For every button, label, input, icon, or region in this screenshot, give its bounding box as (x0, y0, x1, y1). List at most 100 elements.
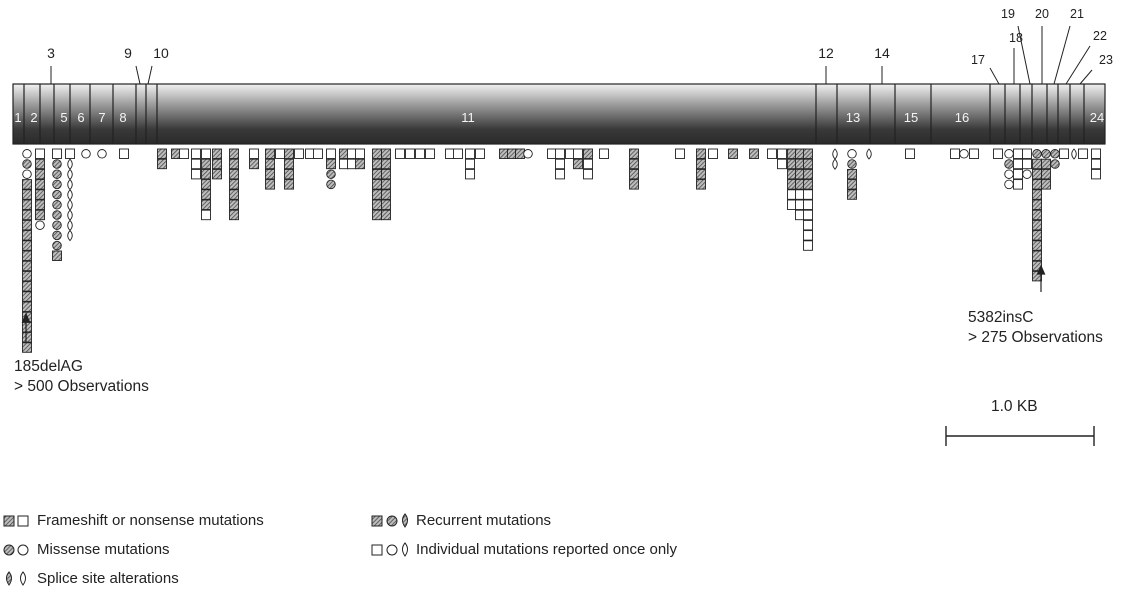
single-splice-mark (67, 189, 73, 201)
exon-label-top: 22 (1093, 29, 1107, 43)
single-frameshift-mark (555, 168, 565, 180)
single-frameshift-mark (583, 168, 593, 180)
exon-label-inside: 7 (98, 110, 105, 125)
single-frameshift-mark (191, 158, 201, 170)
recurrent-frameshift-mark (515, 148, 525, 159)
recurrent-frameshift-mark (35, 199, 45, 210)
recurrent-frameshift-mark (372, 199, 382, 210)
exon-label-inside: 1 (14, 110, 21, 125)
recurrent-frameshift-mark (201, 199, 211, 210)
arrow-185delag (21, 312, 31, 342)
recurrent-frameshift-mark (22, 250, 32, 261)
recurrent-frameshift-mark (696, 168, 706, 180)
single-frameshift-mark (65, 148, 75, 159)
recurrent-frameshift-mark (381, 148, 391, 159)
gene-bar (12, 83, 1106, 145)
exon-label-top: 17 (971, 53, 985, 67)
single-frameshift-mark (249, 148, 259, 159)
recurrent-frameshift-mark (229, 199, 239, 210)
recurrent-frameshift-mark (372, 209, 382, 221)
recurrent-frameshift-mark (1032, 250, 1042, 261)
recurrent-frameshift-mark (696, 179, 706, 190)
single-missense-mark (1004, 169, 1014, 179)
annotation-5382insc-name: 5382insC (968, 309, 1034, 326)
exon-label-inside: 5 (60, 110, 67, 125)
recurrent-missense-mark (52, 210, 62, 220)
recurrent-frameshift-mark (372, 179, 382, 190)
recurrent-frameshift-mark (265, 168, 275, 180)
recurrent-frameshift-mark (355, 158, 365, 170)
recurrent-missense-mark (52, 159, 62, 169)
legend-recurrent-label: Recurrent mutations (416, 512, 552, 529)
single-frameshift-mark (1022, 158, 1032, 170)
recurrent-frameshift-mark (22, 230, 32, 241)
single-splice-mark (1071, 148, 1077, 160)
exon-leader-line (135, 65, 141, 85)
exon-label-inside: 24 (1090, 110, 1104, 125)
single-missense-mark (35, 220, 45, 230)
exon-label-top: 20 (1035, 7, 1049, 21)
single-frameshift-mark (969, 148, 979, 159)
legend-symbols (3, 513, 408, 586)
single-frameshift-mark (803, 199, 813, 210)
recurrent-frameshift-mark (573, 158, 583, 170)
arrow-5382insc (1036, 264, 1046, 292)
scale-bar (945, 426, 1095, 446)
single-frameshift-mark (708, 148, 718, 159)
recurrent-frameshift-mark (284, 179, 294, 190)
exon-label-top: 3 (47, 45, 55, 61)
recurrent-frameshift-mark (22, 240, 32, 251)
recurrent-missense-mark (326, 179, 336, 190)
recurrent-frameshift-mark (381, 158, 391, 170)
recurrent-frameshift-mark (1032, 179, 1042, 190)
single-missense-mark (97, 149, 107, 159)
single-frameshift-mark (294, 148, 304, 159)
exon-label-top: 14 (874, 45, 890, 61)
recurrent-frameshift-mark (629, 158, 639, 170)
single-frameshift-mark (803, 189, 813, 200)
recurrent-frameshift-mark (22, 291, 32, 302)
recurrent-frameshift-mark (629, 148, 639, 159)
single-missense-mark (523, 149, 533, 159)
recurrent-missense-mark (52, 230, 62, 241)
recurrent-frameshift-mark (22, 219, 32, 231)
single-frameshift-mark (1059, 148, 1069, 159)
recurrent-missense-mark (52, 179, 62, 190)
legend-missense-symbol (3, 544, 29, 556)
recurrent-frameshift-mark (847, 168, 857, 180)
single-frameshift-mark (201, 209, 211, 221)
recurrent-frameshift-mark (1032, 168, 1042, 180)
recurrent-missense-mark (52, 220, 62, 230)
single-frameshift-mark (465, 148, 475, 159)
recurrent-frameshift-mark (803, 158, 813, 170)
recurrent-missense-mark (1004, 159, 1014, 169)
recurrent-frameshift-mark (372, 158, 382, 170)
single-splice-mark (67, 168, 73, 181)
single-frameshift-mark (119, 148, 129, 159)
single-missense-mark (847, 149, 857, 159)
recurrent-frameshift-mark (201, 168, 211, 180)
exon-leader-line (147, 65, 153, 85)
exon-label-top: 9 (124, 45, 132, 61)
single-frameshift-mark (395, 148, 405, 159)
recurrent-frameshift-mark (22, 270, 32, 282)
exon-label-top: 21 (1070, 7, 1084, 21)
recurrent-frameshift-mark (847, 189, 857, 200)
exon-label-top: 23 (1099, 53, 1113, 67)
single-frameshift-mark (1013, 148, 1023, 159)
recurrent-frameshift-mark (212, 148, 222, 159)
single-missense-mark (22, 149, 32, 159)
recurrent-missense-mark (1050, 149, 1060, 159)
recurrent-missense-mark (1041, 149, 1051, 159)
single-frameshift-mark (465, 168, 475, 180)
single-frameshift-mark (803, 209, 813, 221)
recurrent-frameshift-mark (381, 199, 391, 210)
recurrent-frameshift-mark (265, 148, 275, 159)
single-missense-mark (959, 149, 969, 159)
single-frameshift-mark (191, 168, 201, 180)
recurrent-frameshift-mark (22, 321, 32, 333)
legend-frameshift-label: Frameshift or nonsense mutations (37, 512, 264, 529)
single-missense-mark (1022, 169, 1032, 179)
